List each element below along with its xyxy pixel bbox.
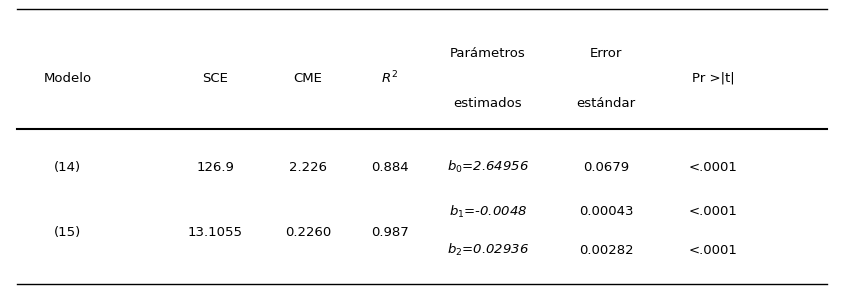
Text: <.0001: <.0001 [689, 205, 738, 218]
Text: 13.1055: 13.1055 [187, 226, 243, 239]
Text: 0.2260: 0.2260 [285, 226, 331, 239]
Text: (14): (14) [54, 161, 81, 174]
Text: CME: CME [294, 72, 322, 85]
Text: (15): (15) [54, 226, 81, 239]
Text: <.0001: <.0001 [689, 161, 738, 174]
Text: 0.0679: 0.0679 [583, 161, 629, 174]
Text: $b_0$=2.64956: $b_0$=2.64956 [446, 159, 529, 175]
Text: Error: Error [590, 47, 622, 60]
Text: 0.00043: 0.00043 [579, 205, 633, 218]
Text: 0.987: 0.987 [371, 226, 408, 239]
Text: 0.884: 0.884 [371, 161, 408, 174]
Text: $R^{2}$: $R^{2}$ [381, 70, 398, 87]
Text: 2.226: 2.226 [289, 161, 327, 174]
Text: $b_1$=-0.0048: $b_1$=-0.0048 [449, 204, 527, 220]
Text: estimados: estimados [453, 97, 522, 110]
Text: $b_2$=0.02936: $b_2$=0.02936 [446, 242, 529, 258]
Text: <.0001: <.0001 [689, 244, 738, 257]
Text: Modelo: Modelo [43, 72, 92, 85]
Text: estándar: estándar [576, 97, 636, 110]
Text: SCE: SCE [203, 72, 228, 85]
Text: Pr >|t|: Pr >|t| [692, 72, 734, 85]
Text: 126.9: 126.9 [197, 161, 234, 174]
Text: Parámetros: Parámetros [450, 47, 526, 60]
Text: 0.00282: 0.00282 [579, 244, 633, 257]
